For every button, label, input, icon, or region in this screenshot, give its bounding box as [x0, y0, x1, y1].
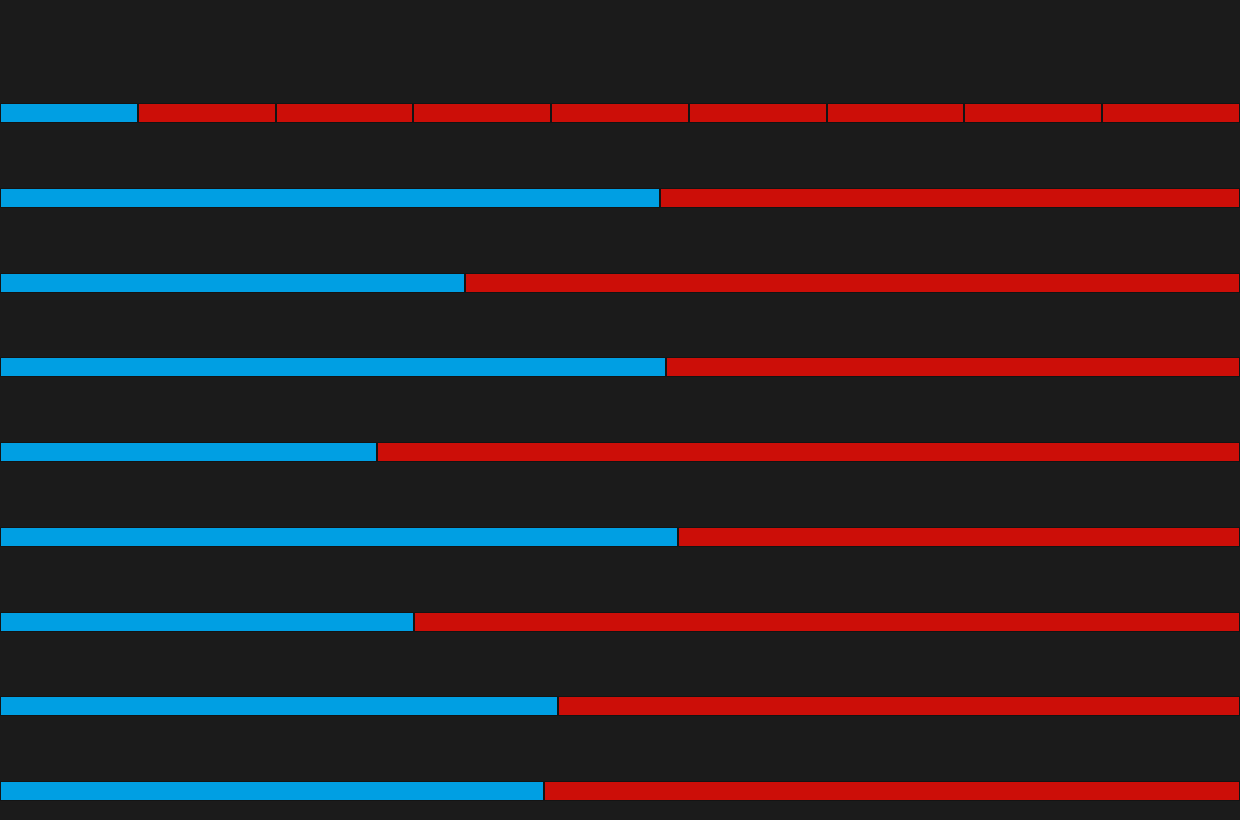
progress-bar [0, 781, 1240, 801]
progress-filled-segment [0, 187, 660, 208]
progress-filled-segment [0, 781, 545, 801]
progress-remaining-segment [826, 103, 965, 123]
progress-remaining-segment [275, 103, 414, 123]
progress-remaining-segment [465, 272, 1240, 293]
progress-bar [0, 103, 1240, 123]
progress-bar [0, 696, 1240, 717]
progress-remaining-segment [665, 357, 1240, 378]
progress-bar [0, 272, 1240, 293]
progress-remaining-segment [551, 103, 689, 123]
progress-filled-segment [0, 272, 465, 293]
progress-bar [0, 442, 1240, 462]
progress-remaining-segment [376, 442, 1240, 462]
progress-remaining-segment [413, 103, 552, 123]
progress-remaining-segment [558, 696, 1240, 717]
progress-remaining-segment [1102, 103, 1240, 123]
progress-bar [0, 526, 1240, 547]
progress-remaining-segment [964, 103, 1103, 123]
progress-remaining-segment [688, 103, 827, 123]
progress-bar [0, 611, 1240, 632]
progress-filled-segment [0, 696, 558, 717]
progress-remaining-segment [414, 611, 1240, 632]
progress-filled-segment [0, 103, 138, 123]
progress-remaining-segment [659, 187, 1240, 208]
progress-filled-segment [0, 611, 415, 632]
progress-filled-segment [0, 357, 666, 378]
progress-remaining-segment [678, 526, 1240, 547]
progress-filled-segment [0, 526, 679, 547]
progress-bar [0, 187, 1240, 208]
progress-remaining-segment [544, 781, 1240, 801]
progress-remaining-segment [137, 103, 276, 123]
progress-bar [0, 357, 1240, 378]
progress-filled-segment [0, 442, 377, 462]
